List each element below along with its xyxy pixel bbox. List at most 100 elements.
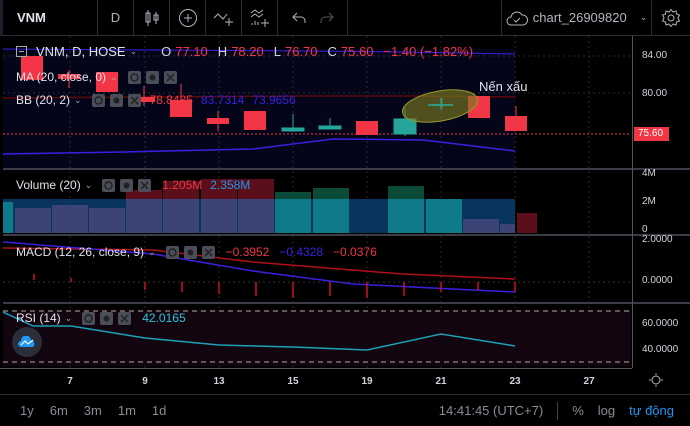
chevron-down-icon[interactable]: ⌄ [148, 246, 156, 257]
chevron-down-icon[interactable]: ⌄ [84, 179, 93, 190]
eye-icon[interactable] [127, 70, 141, 84]
cloud-save-icon [506, 11, 528, 25]
gear-icon[interactable] [109, 93, 123, 107]
gear-icon[interactable] [145, 70, 159, 84]
sun-settings-icon [649, 373, 663, 387]
chart-type-button[interactable] [134, 0, 170, 36]
top-toolbar: VNM D chart_26909820 ⌄ [0, 0, 690, 36]
range-6m-button[interactable]: 6m [49, 403, 68, 418]
compare-button[interactable] [170, 0, 206, 36]
open-label: O [161, 44, 172, 59]
high-label: H [217, 44, 228, 59]
divider [557, 401, 559, 420]
price-scale[interactable] [632, 36, 690, 368]
ma-title[interactable]: MA (20, close, 0) [16, 70, 107, 84]
undo-icon[interactable] [291, 12, 306, 24]
interval-button[interactable]: D [98, 0, 134, 36]
chevron-down-icon[interactable]: ⌄ [639, 12, 648, 22]
auto-scale-button[interactable]: tự động [629, 403, 674, 418]
templates-icon [250, 8, 269, 27]
eye-icon[interactable] [82, 311, 96, 325]
pane-separator[interactable] [3, 168, 690, 170]
pane-separator[interactable] [3, 302, 690, 304]
change-value: −1.40 (−1.82%) [383, 44, 474, 59]
eye-icon[interactable] [165, 245, 179, 259]
price-label-84: 84.00 [642, 50, 668, 61]
time-label: 13 [213, 376, 225, 387]
annotation-text[interactable]: Nến xấu [479, 79, 528, 94]
indicators-button[interactable] [206, 0, 242, 36]
time-label: 7 [67, 376, 73, 387]
gear-icon[interactable] [120, 178, 134, 192]
ma-legend: MA (20, close, 0) ⌄ [16, 70, 178, 84]
time-label: 27 [583, 376, 595, 387]
eye-icon[interactable] [102, 178, 116, 192]
symbol-search-button[interactable]: VNM [0, 0, 98, 36]
chart-canvas[interactable] [3, 36, 631, 368]
volume-label-2m: 2M [642, 196, 656, 207]
open-value: 77.10 [175, 44, 208, 59]
add-symbol-icon [178, 8, 197, 27]
chevron-down-icon[interactable]: ⌄ [129, 46, 138, 56]
main-series-legend: VNM, D, HOSE ⌄ O 77.10 H 78.20 L 76.70 C 75.… [16, 44, 473, 59]
close-icon[interactable] [138, 178, 152, 192]
last-price-tag: 75.60 [634, 127, 669, 141]
volume-ma-value: 2.358M [210, 178, 251, 192]
time-label: 9 [142, 376, 148, 387]
chevron-down-icon[interactable]: ⌄ [74, 94, 82, 105]
percent-scale-button[interactable]: % [572, 403, 584, 418]
volume-title[interactable]: Volume (20) [16, 178, 81, 192]
high-value: 78.20 [231, 44, 264, 59]
macd-histogram-value: −0.3952 [225, 245, 270, 259]
chart-name: chart_26909820 [532, 10, 627, 25]
settings-icon [661, 8, 681, 27]
macd-signal-value: −0.0376 [333, 245, 377, 259]
macd-label-2: 2.0000 [642, 234, 673, 245]
toolbar-spacer [348, 0, 502, 36]
rsi-value: 42.0165 [142, 311, 186, 325]
bottom-right-controls: 14:41:45 (UTC+7) % log tự động [438, 401, 690, 420]
save-chart-button[interactable]: chart_26909820 ⌄ [502, 0, 652, 36]
cloud-chart-icon [18, 336, 35, 347]
bottom-toolbar: 1y 6m 3m 1m 1d 14:41:45 (UTC+7) % log tự… [0, 394, 690, 426]
close-icon[interactable] [163, 70, 177, 84]
templates-button[interactable] [242, 0, 278, 36]
redo-icon[interactable] [320, 12, 334, 24]
macd-line-value: −0.4328 [279, 245, 324, 259]
range-1m-button[interactable]: 1m [117, 403, 136, 418]
settings-button[interactable] [652, 0, 690, 36]
time-axis[interactable]: 7 9 13 15 19 21 23 27 [0, 368, 632, 392]
range-1d-button[interactable]: 1d [151, 403, 167, 418]
low-value: 76.70 [284, 44, 318, 59]
scale-settings-button[interactable] [648, 372, 664, 393]
chevron-down-icon[interactable]: ⌄ [64, 312, 73, 323]
rsi-title[interactable]: RSI (14) [16, 311, 61, 325]
clock[interactable]: 14:41:45 (UTC+7) [438, 403, 544, 418]
gear-icon[interactable] [100, 311, 114, 325]
chevron-down-icon[interactable]: ⌄ [110, 71, 118, 82]
bb-basis-value: 78.8485 [149, 93, 193, 107]
time-label: 21 [435, 376, 447, 387]
pane-separator[interactable] [3, 234, 690, 236]
time-label: 23 [509, 376, 521, 387]
tradingview-logo-button[interactable] [12, 327, 42, 357]
time-label: 19 [361, 376, 373, 387]
range-1y-button[interactable]: 1y [20, 403, 34, 418]
macd-label-0: 0.0000 [642, 275, 673, 286]
close-value: 75.60 [340, 44, 374, 59]
macd-legend: MACD (12, 26, close, 9) ⌄ −0.3952 −0.432… [16, 245, 377, 259]
log-scale-button[interactable]: log [597, 403, 616, 418]
close-icon[interactable] [127, 93, 141, 107]
macd-title[interactable]: MACD (12, 26, close, 9) [16, 245, 145, 259]
range-3m-button[interactable]: 3m [83, 403, 102, 418]
bb-lower-value: 73.9656 [252, 93, 296, 107]
gear-icon[interactable] [183, 245, 197, 259]
indicators-icon [213, 12, 233, 26]
bb-title[interactable]: BB (20, 2) [16, 93, 71, 107]
series-title[interactable]: VNM, D, HOSE [36, 44, 126, 59]
collapse-legend-icon[interactable] [16, 46, 27, 57]
close-icon[interactable] [118, 311, 132, 325]
eye-icon[interactable] [91, 93, 105, 107]
close-icon[interactable] [201, 245, 215, 259]
rsi-legend: RSI (14) ⌄ 42.0165 [16, 311, 186, 325]
